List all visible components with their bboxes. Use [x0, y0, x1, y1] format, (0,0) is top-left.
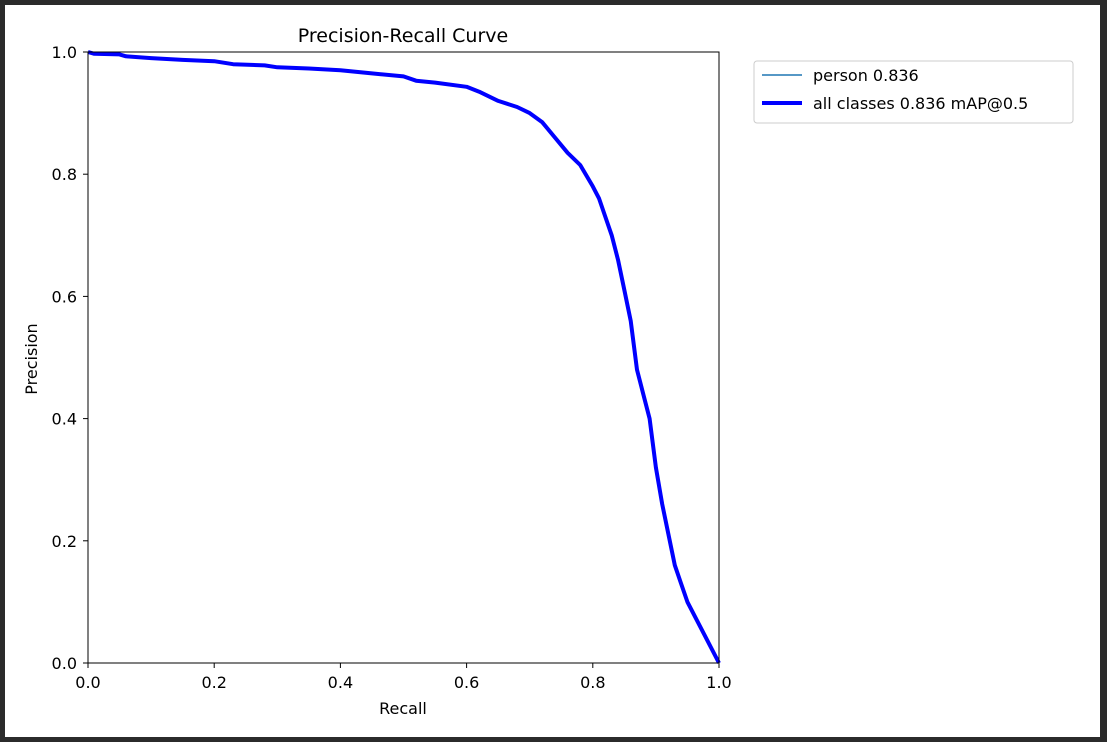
y-tick-label: 0.2 — [52, 532, 77, 551]
series-line-person — [87, 51, 720, 664]
chart-title: Precision-Recall Curve — [298, 25, 508, 47]
x-axis-label: Recall — [379, 699, 427, 718]
y-tick-label: 0.8 — [52, 165, 77, 184]
figure-canvas: Precision-Recall Curve Recall Precision … — [5, 5, 1100, 737]
axis-ticks: 0.0 0.2 0.4 0.6 0.8 1.0 0.0 0.2 0.4 0.6 0.8 1.0 — [52, 43, 732, 692]
legend-label-all-classes: all classes 0.836 mAP@0.5 — [813, 94, 1028, 113]
legend-label-person: person 0.836 — [813, 66, 919, 85]
series-lines — [87, 50, 721, 664]
pr-curve-chart: Precision-Recall Curve Recall Precision … — [22, 25, 1074, 718]
x-tick-label: 0.8 — [580, 673, 605, 692]
series-line-all-classes — [87, 50, 721, 664]
plot-area-frame — [87, 51, 720, 664]
x-tick-label: 0.0 — [75, 673, 100, 692]
y-tick-label: 1.0 — [52, 43, 77, 62]
y-axis-label: Precision — [22, 323, 41, 394]
y-tick-label: 0.0 — [52, 654, 77, 673]
legend: person 0.836 all classes 0.836 mAP@0.5 — [753, 60, 1074, 124]
y-tick-label: 0.6 — [52, 287, 77, 306]
x-tick-label: 0.2 — [201, 673, 226, 692]
x-tick-label: 0.4 — [328, 673, 353, 692]
x-tick-label: 1.0 — [706, 673, 731, 692]
y-tick-label: 0.4 — [52, 410, 77, 429]
x-tick-label: 0.6 — [454, 673, 479, 692]
legend-box — [753, 60, 1074, 124]
